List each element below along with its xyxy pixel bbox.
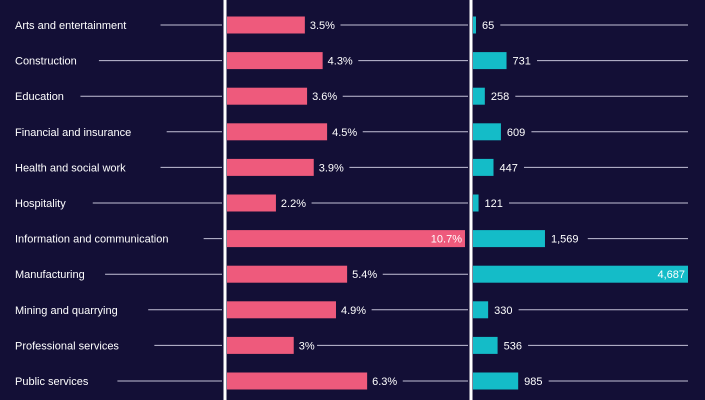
percent-bar (227, 230, 465, 248)
count-label: 121 (485, 198, 503, 210)
percent-label: 3% (299, 340, 315, 352)
percent-bar (227, 372, 368, 390)
count-bar (473, 336, 498, 354)
category-label: Education (15, 91, 64, 103)
category-label: Financial and insurance (15, 127, 131, 139)
category-label: Public services (15, 376, 89, 388)
count-label: 985 (524, 376, 542, 388)
count-bar (473, 230, 545, 248)
percent-bar (227, 16, 305, 34)
count-label: 65 (482, 20, 494, 32)
percent-bar (227, 123, 328, 141)
category-label: Arts and entertainment (15, 20, 126, 32)
count-bar (473, 158, 494, 176)
percent-bar (227, 336, 294, 354)
count-label: 1,569 (551, 234, 579, 246)
percent-bar (227, 301, 336, 319)
count-bar (473, 87, 485, 105)
category-label: Manufacturing (15, 269, 85, 281)
percent-bar (227, 87, 308, 105)
count-bar (473, 265, 688, 283)
percent-label: 10.7% (431, 234, 462, 246)
percent-label: 6.3% (372, 376, 397, 388)
count-bar (473, 301, 489, 319)
count-label: 4,687 (657, 269, 685, 281)
count-label: 536 (504, 340, 522, 352)
percent-label: 3.5% (310, 20, 335, 32)
percent-label: 3.6% (312, 91, 337, 103)
percent-label: 5.4% (352, 269, 377, 281)
category-label: Health and social work (15, 162, 126, 174)
percent-label: 4.5% (332, 127, 357, 139)
chart-rows: Arts and entertainment 3.5% 65 Construction… (15, 16, 688, 390)
percent-bar (227, 265, 348, 283)
count-bar (473, 16, 476, 34)
count-label: 731 (513, 56, 531, 68)
percent-bar (227, 194, 276, 212)
count-bar (473, 123, 501, 141)
percent-label: 4.9% (341, 305, 366, 317)
percent-bar (227, 158, 314, 176)
category-label: Information and communication (15, 234, 168, 246)
count-label: 330 (494, 305, 512, 317)
category-label: Mining and quarrying (15, 305, 118, 317)
category-label: Construction (15, 56, 77, 68)
count-label: 258 (491, 91, 509, 103)
count-bar (473, 52, 507, 70)
count-label: 447 (500, 162, 518, 174)
category-label: Hospitality (15, 198, 66, 210)
category-label: Professional services (15, 340, 119, 352)
percent-label: 2.2% (281, 198, 306, 210)
count-bar (473, 194, 479, 212)
percent-label: 3.9% (319, 162, 344, 174)
percent-bar (227, 52, 323, 70)
percent-label: 4.3% (328, 56, 353, 68)
count-label: 609 (507, 127, 525, 139)
count-bar (473, 372, 519, 390)
